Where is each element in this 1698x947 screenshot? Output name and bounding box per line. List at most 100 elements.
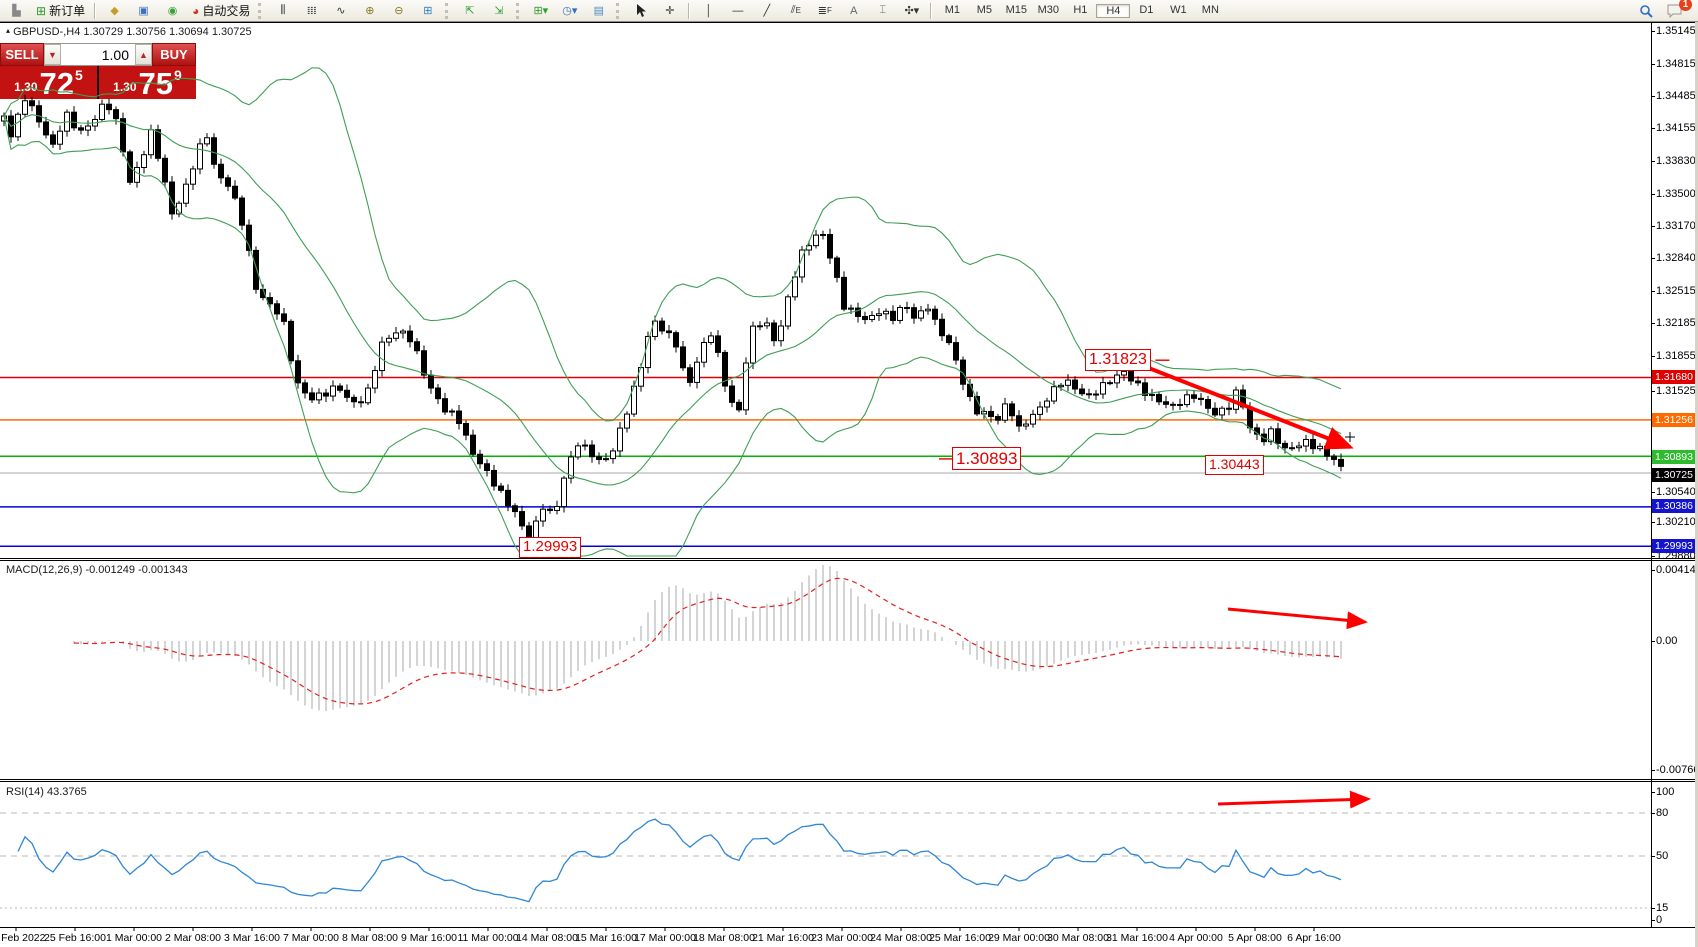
new-order-button[interactable]: ⊞ 新订单 (32, 0, 89, 21)
trendline-icon[interactable]: ╱ (763, 5, 771, 17)
price-annotation-1.31823[interactable]: 1.31823 (1085, 349, 1151, 371)
date-label: 23 Mar 00:00 (811, 932, 873, 944)
timeframe-m15[interactable]: M15 (1005, 3, 1028, 16)
date-label: 21 Mar 16:00 (752, 932, 814, 944)
sell-button[interactable]: SELL (0, 43, 44, 66)
cut-icon[interactable]: ▙ (12, 5, 21, 17)
zoom-in-icon[interactable]: ⊕ (365, 5, 375, 17)
price-tick: 1.33170 (1656, 220, 1696, 232)
date-label: 24 Feb 2022 (0, 932, 46, 944)
new-order-icon: ⊞ (36, 3, 47, 18)
price-tick: 1.32840 (1656, 252, 1696, 264)
line-chart-icon[interactable]: ∿ (336, 5, 346, 17)
search-icon[interactable] (1632, 0, 1659, 21)
date-label: 18 Mar 08:00 (693, 932, 755, 944)
auto-trading-icon: ◕ (192, 3, 200, 18)
macd-histogram (73, 565, 1342, 711)
notifications-chat-icon[interactable]: 1 (1661, 0, 1692, 21)
price-tick: 1.29880 (1656, 550, 1696, 562)
volume-input[interactable] (61, 44, 135, 65)
candlestick-chart-icon[interactable]: 𝍖 (306, 5, 317, 17)
text-label-icon[interactable]: ⌶ (879, 4, 887, 16)
price-tick: 1.33500 (1656, 188, 1696, 200)
sell-price-point: 5 (75, 67, 83, 83)
data-window-icon[interactable]: ▣ (138, 5, 149, 17)
zoom-out-icon[interactable]: ⊖ (394, 5, 404, 17)
price-tag: 1.30725 (1652, 468, 1698, 482)
macd-label: MACD(12,26,9) -0.001249 -0.001343 (6, 564, 188, 576)
date-label: 8 Mar 08:00 (341, 932, 399, 944)
date-label: 15 Mar 16:00 (575, 932, 637, 944)
cursor-icon[interactable] (627, 0, 654, 21)
timeframe-m30[interactable]: M30 (1037, 3, 1060, 16)
timeframe-m1[interactable]: M1 (944, 3, 960, 16)
chart-marker-icon: ▴ (6, 26, 11, 35)
channel-icon[interactable]: ⫽ E (790, 4, 801, 16)
cursor-crosshair (1345, 432, 1355, 442)
rsi-tick: 80 (1656, 807, 1669, 819)
price-annotation-1.30893[interactable]: 1.30893 (952, 447, 1022, 471)
price-tick: 1.33830 (1656, 155, 1696, 167)
price-annotation-1.29993[interactable]: 1.29993 (519, 537, 582, 558)
buy-price-point: 9 (174, 67, 182, 83)
crosshair-icon[interactable]: ✛ (665, 5, 675, 17)
new-chart-dropdown[interactable]: ⊞▾ (533, 5, 549, 17)
market-watch-icon[interactable]: ◆ (110, 5, 119, 17)
timeframe-toolbar: M1 M5 M15 M30 H1 H4 D1 W1 MN (936, 3, 1226, 18)
rsi-tick: 50 (1656, 850, 1669, 862)
timeframe-h4[interactable]: H4 (1096, 3, 1131, 18)
horizontal-line-icon[interactable]: — (732, 4, 744, 17)
date-label: 1 Mar 00:00 (105, 932, 163, 944)
profiles-clock-dropdown[interactable]: ◷▾ (562, 5, 578, 17)
date-label: 2 Mar 08:00 (164, 932, 222, 944)
macd-tick: -0.007664 (1656, 764, 1698, 776)
rsi-tick: 15 (1656, 902, 1669, 914)
timeframe-h1[interactable]: H1 (1073, 3, 1088, 16)
date-label: 25 Feb 16:00 (44, 932, 106, 944)
timeframe-d1[interactable]: D1 (1139, 3, 1154, 16)
date-label: 5 Apr 08:00 (1228, 932, 1282, 944)
price-tag: 1.29993 (1652, 539, 1698, 553)
tile-windows-icon[interactable]: ⊞ (423, 5, 433, 17)
volume-decrease-button[interactable]: ▼ (44, 44, 61, 65)
text-icon[interactable]: A (850, 4, 858, 17)
rsi-tick: 0 (1656, 914, 1663, 926)
window-edge (1695, 22, 1698, 947)
price-tick: 1.35145 (1656, 25, 1696, 37)
timeframe-m5[interactable]: M5 (976, 3, 992, 16)
timeframe-w1[interactable]: W1 (1170, 3, 1187, 16)
sell-price-pips: 72 (39, 66, 75, 101)
price-tag: 1.30893 (1652, 450, 1698, 464)
price-tag: 1.30386 (1652, 499, 1698, 513)
date-label: 3 Mar 16:00 (223, 932, 281, 944)
buy-price-display[interactable]: 1.30 75 9 (99, 66, 196, 99)
buy-button[interactable]: BUY (152, 43, 196, 66)
price-tag: 1.31680 (1652, 370, 1698, 384)
price-tick: 1.34155 (1656, 122, 1696, 134)
sell-price-display[interactable]: 1.30 72 5 (0, 66, 97, 99)
timeframe-mn[interactable]: MN (1201, 3, 1219, 16)
fibonacci-icon[interactable]: ≣ F (817, 5, 832, 17)
date-label: 29 Mar 00:00 (988, 932, 1050, 944)
rsi-label: RSI(14) 43.3765 (6, 786, 87, 798)
price-annotation-1.30443[interactable]: 1.30443 (1205, 455, 1264, 475)
arrows-dropdown-icon[interactable]: ✣▾ (904, 5, 920, 17)
price-tick: 1.31855 (1656, 350, 1696, 362)
macd-tick: 0.004144 (1656, 564, 1698, 576)
indicators-icon[interactable]: ⇱ (465, 5, 475, 17)
auto-trading-button[interactable]: ◕ 自动交易 (188, 0, 254, 21)
bar-chart-icon[interactable]: ⫼ (280, 4, 286, 16)
date-label: 11 Mar 00:00 (457, 932, 519, 944)
volume-increase-button[interactable]: ▲ (135, 44, 152, 65)
date-label: 6 Apr 16:00 (1287, 932, 1341, 944)
date-label: 24 Mar 08:00 (870, 932, 932, 944)
template-icon[interactable]: ▤ (593, 5, 605, 17)
date-label: 17 Mar 00:00 (634, 932, 696, 944)
rsi-line (17, 818, 1342, 903)
vertical-line-icon[interactable]: │ (705, 4, 713, 17)
quote-text: GBPUSD-,H4 1.30729 1.30756 1.30694 1.307… (13, 26, 252, 38)
navigator-icon[interactable]: ◉ (167, 5, 178, 17)
objects-list-icon[interactable]: ⇲ (494, 5, 504, 17)
quote-line: ▴ GBPUSD-,H4 1.30729 1.30756 1.30694 1.3… (6, 26, 252, 38)
